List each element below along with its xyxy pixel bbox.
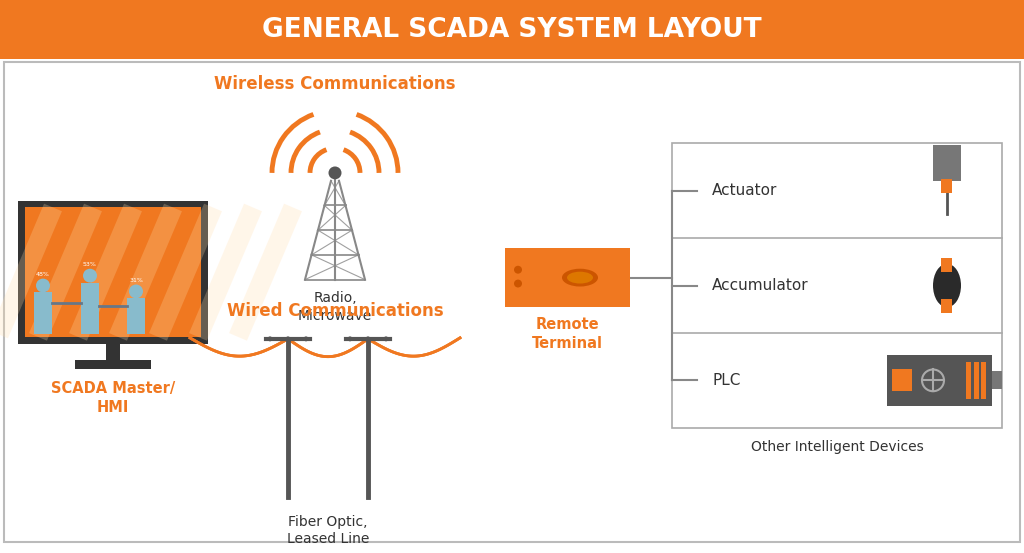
Text: Accumulator: Accumulator (712, 278, 809, 293)
FancyBboxPatch shape (672, 143, 1002, 428)
Circle shape (366, 336, 371, 341)
Circle shape (514, 280, 522, 288)
FancyBboxPatch shape (966, 362, 971, 399)
FancyBboxPatch shape (941, 258, 952, 272)
Text: 48%: 48% (36, 272, 50, 276)
FancyBboxPatch shape (941, 299, 952, 313)
Text: Wireless Communications: Wireless Communications (214, 75, 456, 93)
FancyBboxPatch shape (34, 293, 52, 334)
Circle shape (329, 166, 341, 179)
Ellipse shape (933, 264, 961, 307)
Text: PLC: PLC (712, 373, 740, 388)
FancyBboxPatch shape (106, 342, 120, 362)
FancyBboxPatch shape (981, 362, 986, 399)
Text: 31%: 31% (129, 278, 143, 283)
Ellipse shape (567, 272, 593, 284)
FancyBboxPatch shape (887, 354, 992, 406)
FancyBboxPatch shape (992, 372, 1002, 389)
FancyBboxPatch shape (127, 299, 145, 334)
Circle shape (384, 336, 388, 341)
Text: Radio,
Microwave: Radio, Microwave (298, 291, 372, 323)
FancyBboxPatch shape (4, 62, 1020, 542)
Circle shape (129, 285, 143, 299)
Text: GENERAL SCADA SYSTEM LAYOUT: GENERAL SCADA SYSTEM LAYOUT (262, 17, 762, 43)
FancyBboxPatch shape (25, 207, 201, 337)
Text: SCADA Master/
HMI: SCADA Master/ HMI (51, 382, 175, 415)
FancyBboxPatch shape (0, 0, 1024, 59)
Circle shape (286, 336, 291, 341)
Ellipse shape (562, 269, 598, 286)
Text: Remote
Terminal: Remote Terminal (532, 317, 603, 351)
Text: Wired Communications: Wired Communications (226, 302, 443, 320)
FancyBboxPatch shape (892, 369, 912, 391)
Text: Other Intelligent Devices: Other Intelligent Devices (751, 440, 924, 453)
Text: Actuator: Actuator (712, 183, 777, 198)
FancyBboxPatch shape (505, 248, 630, 307)
FancyBboxPatch shape (941, 179, 952, 192)
Text: 53%: 53% (83, 262, 97, 267)
FancyBboxPatch shape (933, 145, 961, 181)
Circle shape (267, 336, 272, 341)
FancyBboxPatch shape (81, 283, 99, 334)
FancyBboxPatch shape (18, 201, 208, 344)
Text: Fiber Optic,
Leased Line: Fiber Optic, Leased Line (287, 515, 370, 546)
Circle shape (347, 336, 352, 341)
FancyBboxPatch shape (75, 359, 151, 369)
FancyBboxPatch shape (974, 362, 979, 399)
Circle shape (83, 269, 97, 283)
Circle shape (514, 266, 522, 274)
Circle shape (36, 279, 50, 293)
Circle shape (303, 336, 308, 341)
